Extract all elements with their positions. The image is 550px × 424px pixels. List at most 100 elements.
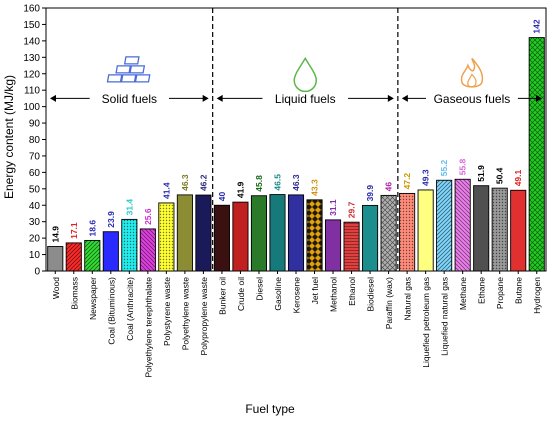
bar-pattern-7 [158,202,174,271]
value-label: 49.3 [421,169,431,186]
value-label: 55.2 [439,159,449,176]
value-label: 14.9 [50,226,60,243]
value-label: 55.8 [458,158,468,175]
y-tick-label: 10 [29,250,41,261]
x-tick-label: Biodiesel [366,277,376,312]
x-tick-label: Polypropylene waste [199,277,209,356]
value-label: 40 [217,192,227,202]
y-tick-label: 140 [23,36,40,47]
y-tick-label: 100 [23,102,40,113]
value-label: 142 [532,19,542,33]
bar-pattern-27 [529,37,545,272]
bar-12 [251,195,267,271]
x-tick-label: Jet fuel [310,277,320,305]
x-tick-label: Methanol [329,277,339,312]
y-tick-label: 80 [29,135,41,146]
x-tick-label: Propane [495,277,505,309]
bar-pattern-25 [492,188,508,271]
value-label: 46 [384,182,394,192]
bar-pattern-15 [306,199,323,271]
y-tick-label: 70 [29,151,41,162]
arrow-right-icon [387,94,394,102]
value-labels: 14.9 17.1 18.6 23.9 31.4 25.6 41.4 46.3 46.2 40 41… [50,19,541,242]
value-label: 50.4 [495,167,505,184]
x-tick-label: Polyethylene terephthalate [143,277,153,378]
coal-brick [120,74,137,83]
value-label: 41.4 [161,182,171,199]
value-label: 46.2 [198,174,208,191]
x-tick-label: Natural gas [403,277,413,320]
x-tick-label: Methane [458,277,468,310]
y-tick-label: 40 [29,201,41,212]
y-tick-label: 90 [29,119,41,130]
bar-16 [325,219,341,271]
section-label: Liquid fuels [275,92,336,106]
y-tick-label: 130 [23,53,40,64]
fuel-sections: Solid fuels Liquid fuels Gaseous fuels [50,8,542,271]
arrow-left-icon [216,94,223,102]
value-label: 31.4 [124,199,134,216]
bar-10 [214,205,230,271]
bar-1 [47,246,63,271]
value-label: 18.6 [87,220,97,237]
arrow-left-icon [401,94,408,102]
y-tick-label: 60 [29,168,41,179]
bar-pattern-23 [455,179,471,271]
coal-brick [106,74,123,83]
bar-24 [473,185,489,271]
y-tick-label: 120 [23,69,40,80]
arrow-right-icon [202,94,209,102]
x-tick-label: Newspaper [88,277,98,320]
x-tick-label: Bunker oil [217,277,227,315]
x-tick-label: Polyethylene waste [180,277,190,351]
bar-pattern-2 [66,242,82,271]
x-tick-label: Butane [514,277,524,304]
x-tick-label: Crude oil [236,277,246,311]
coal-brick [123,56,140,65]
arrow-left-icon [50,94,56,102]
x-tick-label: Diesel [254,277,264,301]
x-tick-label: Coal (Bituminous) [106,277,116,345]
value-label: 41.9 [235,181,245,198]
x-axis-title: Fuel type [245,402,295,416]
flame-icon [460,57,484,88]
coal-stack-icon [106,56,151,83]
bar-26 [510,190,526,271]
x-tick-label: Liquefied natural gas [440,277,450,356]
bar-pattern-6 [140,228,156,271]
value-label: 46.3 [291,174,301,191]
value-label: 47.2 [402,173,412,190]
value-label: 45.8 [254,175,264,192]
x-tick-label: Wood [51,277,61,299]
bar-pattern-3 [84,240,100,271]
bar-9 [195,195,211,271]
value-label: 17.1 [69,222,79,239]
bar-pattern-13 [269,194,286,271]
bar-pattern-17 [343,222,360,271]
x-tick-label: Gasoline [273,277,283,311]
value-label: 51.9 [476,165,486,182]
value-label: 23.9 [106,211,116,228]
coal-brick [115,65,132,74]
flame-inner [467,73,477,88]
bar-pattern-20 [399,193,415,271]
x-tick-label: Polystyrene waste [162,277,172,346]
bar-pattern-22 [436,180,452,271]
value-label: 46.3 [180,174,190,191]
value-label: 25.6 [143,208,153,225]
bar-4 [103,231,119,271]
y-tick-label: 150 [23,20,40,31]
value-label: 43.3 [310,179,320,196]
x-tick-label: Ethanol [347,277,357,306]
y-tick-label: 20 [29,234,41,245]
y-axis-title: Energy content (MJ/kg) [2,75,16,199]
y-tick-label: 0 [34,267,40,278]
bar-14 [288,194,304,271]
y-tick-label: 160 [23,4,40,15]
value-label: 49.1 [513,169,523,186]
section-label: Gaseous fuels [434,92,511,106]
x-tick-label: Ethane [477,277,487,304]
value-label: 29.7 [347,201,357,218]
x-tick-label: Biomass [69,277,79,310]
